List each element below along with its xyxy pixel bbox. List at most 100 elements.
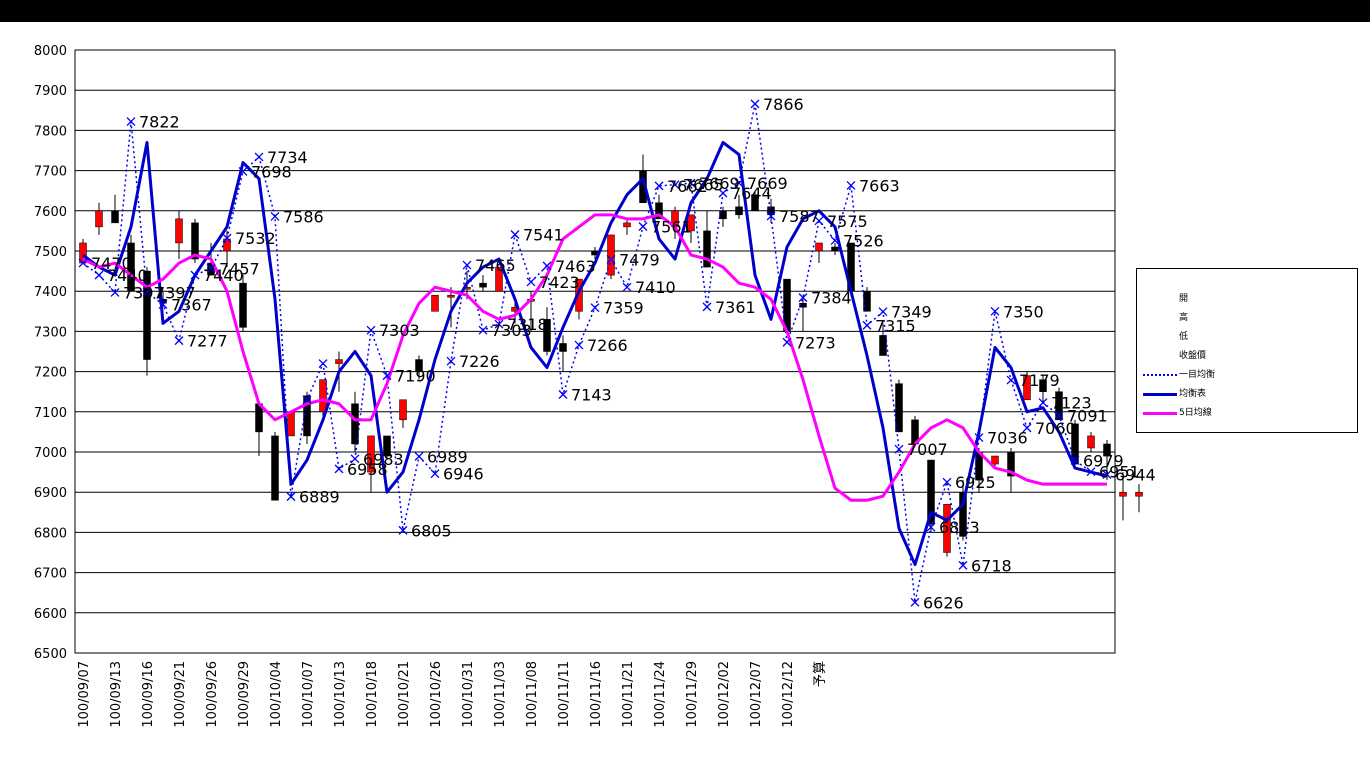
x-marker [1102,470,1112,479]
candle-body [1135,491,1143,497]
data-label: 7303 [379,321,420,340]
data-label: 7190 [395,367,436,386]
data-label: 7423 [539,273,580,292]
x-tick-label: 予算 [813,661,828,687]
x-tick-label: 100/11/29 [685,661,700,728]
x-marker [350,454,360,464]
x-marker [590,303,600,313]
x-marker [910,597,920,607]
x-marker [654,181,664,191]
x-marker [1022,423,1032,433]
x-marker [270,211,280,221]
x-marker [254,152,264,162]
data-label: 7060 [1035,419,1076,438]
data-label: 7440 [203,266,244,285]
legend-label: 一目均衡 [1179,370,1216,380]
candle-body [959,491,967,537]
candle-body [319,379,327,413]
x-tick-label: 100/10/18 [365,661,380,728]
x-marker [382,371,392,381]
y-tick-label: 6600 [34,607,67,622]
candle-body [687,214,695,232]
x-marker [78,258,88,268]
x-tick-label: 100/11/21 [621,661,636,728]
candle-body [879,335,887,356]
x-marker [622,282,632,292]
data-label: 6944 [1115,466,1156,485]
x-tick-label: 100/11/03 [493,661,508,728]
data-label: 6889 [299,488,340,507]
x-marker [94,270,104,280]
data-label: 6718 [971,556,1012,575]
candle-body [575,278,583,312]
x-marker [702,302,712,312]
data-label: 7318 [507,315,548,334]
data-label: 6805 [411,521,452,540]
x-tick-label: 100/10/31 [461,661,476,728]
candle-body [751,194,759,212]
x-marker [1006,375,1016,385]
x-marker [190,270,200,280]
x-marker [990,306,1000,316]
candle-body [1087,435,1095,449]
data-label: 7532 [235,229,276,248]
x-marker [846,181,856,190]
x-tick-label: 100/12/07 [749,661,764,728]
candle-body [351,403,359,445]
x-marker [766,211,776,221]
candle-body [415,359,423,372]
data-label: 7367 [171,295,212,314]
y-tick-label: 7600 [34,205,67,220]
legend-swatch [1143,412,1177,415]
candle-body [559,343,567,352]
x-tick-label: 100/11/16 [589,661,604,728]
x-marker [894,444,904,454]
data-label: 7277 [187,332,228,351]
candle-body [95,210,103,228]
data-label: 7036 [987,429,1028,448]
candle-body [111,210,119,224]
x-marker [126,117,136,127]
series-solid-line [82,140,1108,567]
candle-body [1119,491,1127,497]
x-marker [830,236,840,246]
candle-body [895,383,903,433]
x-marker [430,469,440,479]
x-marker [1070,455,1080,465]
x-tick-label: 100/09/21 [173,661,188,728]
candle-body [815,242,823,252]
x-marker [302,395,312,405]
data-label: 7662 [667,177,708,196]
legend-item: 高 [1137,310,1357,326]
x-marker [366,325,376,335]
x-tick-label: 100/12/12 [781,661,796,728]
x-marker [542,261,552,271]
y-axis-ticks: 6500 6600 6700 6800 6900 7000 7100 7200 7300 7400… [34,44,67,662]
data-label: 7698 [251,162,292,181]
x-marker [526,277,536,287]
legend-label: 5日均線 [1179,408,1212,418]
candle-body [1039,379,1047,392]
data-label: 7179 [1019,371,1060,390]
candle-body [943,504,951,553]
candle-body [239,282,247,328]
x-tick-label: 100/09/13 [109,661,124,728]
x-tick-label: 100/09/26 [205,661,220,728]
y-tick-label: 6500 [34,647,67,662]
data-label: 7586 [283,207,324,226]
data-label: 7644 [731,184,772,203]
y-tick-label: 6900 [34,486,67,501]
x-marker [638,222,648,231]
candle-body [703,230,711,268]
y-tick-label: 7300 [34,325,67,340]
series-lines [78,99,1112,607]
candle-body [191,222,199,260]
candle-body [383,435,391,457]
candle-body [335,359,343,364]
candle-body [1007,451,1015,477]
y-tick-label: 6800 [34,526,67,541]
series-dotted-line [82,103,1108,604]
data-label: 7457 [219,259,260,278]
y-tick-label: 7000 [34,446,67,461]
